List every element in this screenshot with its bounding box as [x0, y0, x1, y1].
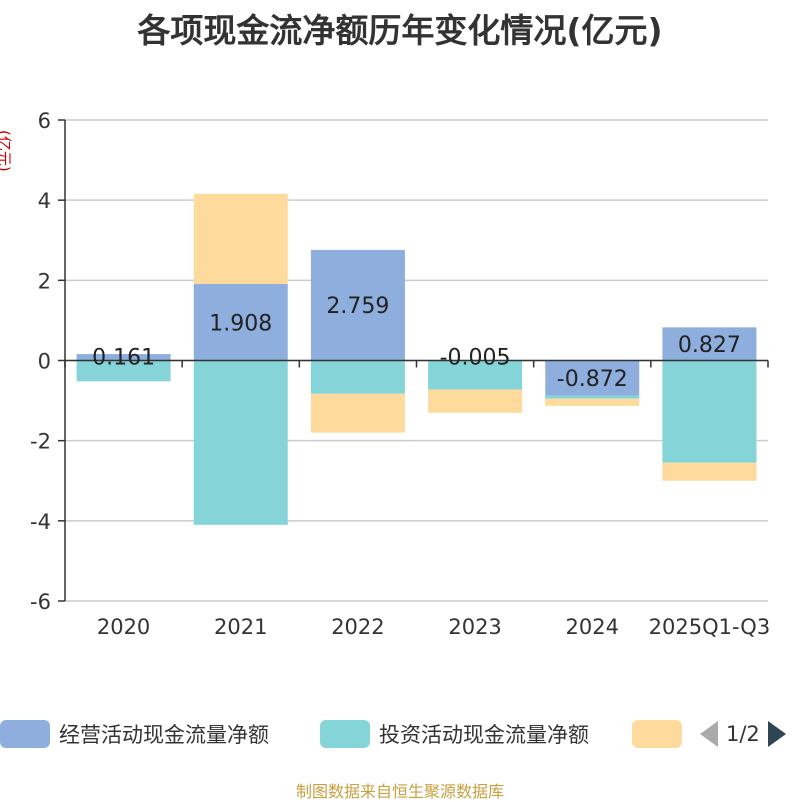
- data-source-note: 制图数据来自恒生聚源数据库: [295, 782, 504, 801]
- bar-segment: [545, 395, 640, 399]
- legend-swatch-investing: [320, 720, 370, 748]
- data-label: -0.005: [440, 346, 511, 371]
- x-tick-label: 2022: [331, 615, 384, 639]
- y-tick-label: -2: [30, 430, 51, 454]
- legend-pager: 1/2: [700, 716, 786, 752]
- legend-item-financing[interactable]: [632, 716, 691, 752]
- legend-prev-arrow-icon[interactable]: [700, 721, 718, 747]
- bar-segment: [662, 360, 757, 463]
- x-tick-label: 2025Q1-Q3: [649, 615, 771, 639]
- bar-segment: [545, 360, 640, 396]
- bar-segment: [545, 398, 640, 406]
- legend-item-operating[interactable]: 经营活动现金流量净额: [0, 716, 269, 752]
- data-label: 0.161: [92, 346, 155, 371]
- legend-next-arrow-icon[interactable]: [767, 721, 786, 747]
- legend-label-investing: 投资活动现金流量净额: [379, 723, 589, 747]
- bar-segment: [428, 389, 523, 413]
- y-tick-label: -6: [30, 590, 51, 614]
- bar-segment: [193, 284, 288, 361]
- bar-segment: [662, 327, 757, 361]
- legend-item-investing[interactable]: 投资活动现金流量净额: [320, 716, 589, 752]
- legend-swatch-operating: [0, 720, 50, 748]
- bar-segment: [76, 360, 171, 382]
- legend-label-operating: 经营活动现金流量净额: [59, 723, 269, 747]
- data-label: 2.759: [326, 294, 389, 319]
- bar-segment: [428, 360, 523, 390]
- legend-swatch-financing: [632, 720, 682, 748]
- x-tick-label: 2020: [97, 615, 150, 639]
- data-label: 1.908: [209, 311, 272, 336]
- bar-segment: [310, 360, 405, 394]
- y-tick-label: -4: [30, 510, 51, 534]
- x-tick-label: 2021: [214, 615, 267, 639]
- x-tick-label: 2024: [566, 615, 619, 639]
- legend: 经营活动现金流量净额 投资活动现金流量净额 1/2: [0, 716, 800, 756]
- y-tick-label: 4: [38, 189, 51, 213]
- legend-page-indicator: 1/2: [726, 722, 760, 746]
- bar-segment: [662, 462, 757, 481]
- bar-segment: [193, 360, 288, 525]
- y-tick-label: 0: [38, 350, 51, 374]
- bar-segment: [76, 354, 171, 361]
- chart-title: 各项现金流净额历年变化情况(亿元): [137, 11, 663, 50]
- bar-chart: 6 4 2 0 -2 -4 -6 0.161 1.908 2.759 -0.005 -0.872 0.8…: [30, 109, 771, 639]
- data-label: -0.872: [557, 367, 628, 392]
- bar-segment: [310, 393, 405, 433]
- data-label: 0.827: [678, 333, 741, 358]
- y-tick-label: 6: [38, 109, 51, 133]
- bar-segment: [193, 193, 288, 285]
- y-tick-label: 2: [38, 269, 51, 293]
- bar-segment: [310, 249, 405, 361]
- x-tick-label: 2023: [448, 615, 501, 639]
